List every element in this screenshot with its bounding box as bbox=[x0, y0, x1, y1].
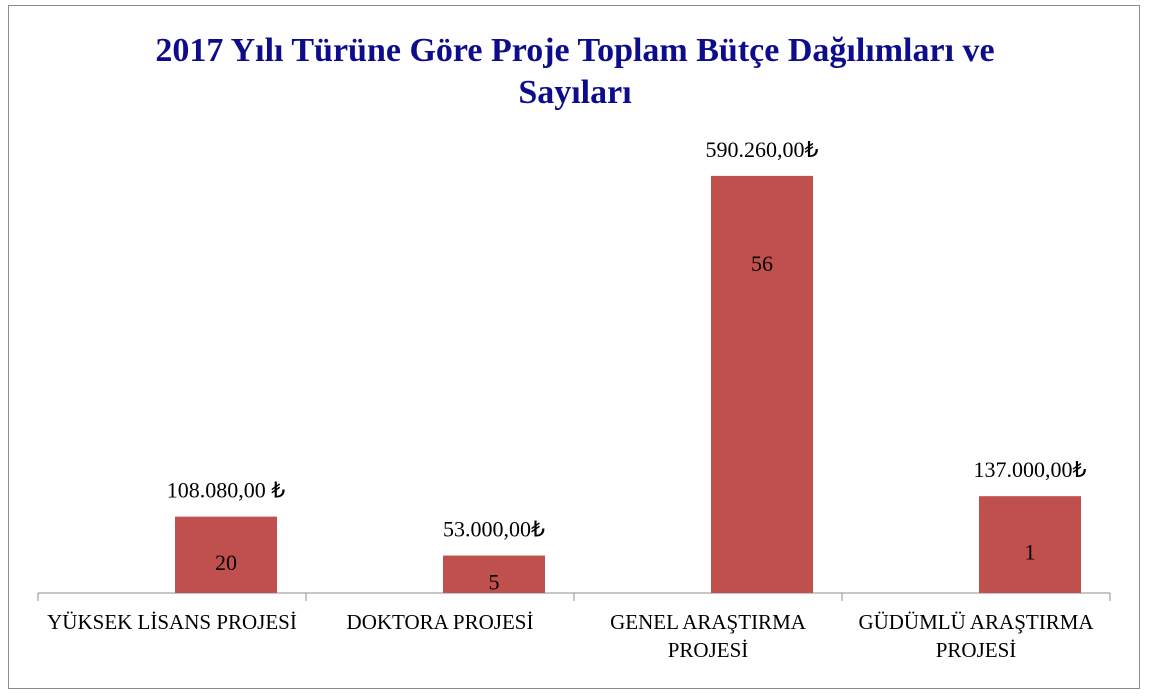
count-label: 20 bbox=[215, 550, 237, 575]
value-label: 108.080,00 ₺ bbox=[167, 478, 286, 503]
x-tick-label: GENEL ARAŞTIRMA PROJESİ bbox=[610, 610, 806, 662]
x-tick-label: DOKTORA PROJESİ bbox=[346, 610, 534, 634]
value-label: 137.000,00₺ bbox=[974, 457, 1087, 482]
chart-frame bbox=[8, 5, 1140, 689]
value-label: 590.260,00₺ bbox=[706, 137, 819, 162]
chart-title: 2017 Yılı Türüne Göre Proje Toplam Bütçe… bbox=[155, 32, 995, 111]
x-tick-label: YÜKSEK LİSANS PROJESİ bbox=[47, 610, 297, 634]
x-tick-label: GÜDÜMLÜ ARAŞTIRMA PROJESİ bbox=[858, 610, 1094, 662]
count-label: 5 bbox=[489, 569, 500, 594]
bar bbox=[711, 175, 813, 593]
bar bbox=[175, 516, 277, 593]
count-label: 1 bbox=[1025, 540, 1036, 565]
value-label: 53.000,00₺ bbox=[443, 517, 545, 542]
bar bbox=[443, 555, 545, 593]
bar bbox=[979, 496, 1081, 593]
count-label: 56 bbox=[751, 251, 773, 276]
